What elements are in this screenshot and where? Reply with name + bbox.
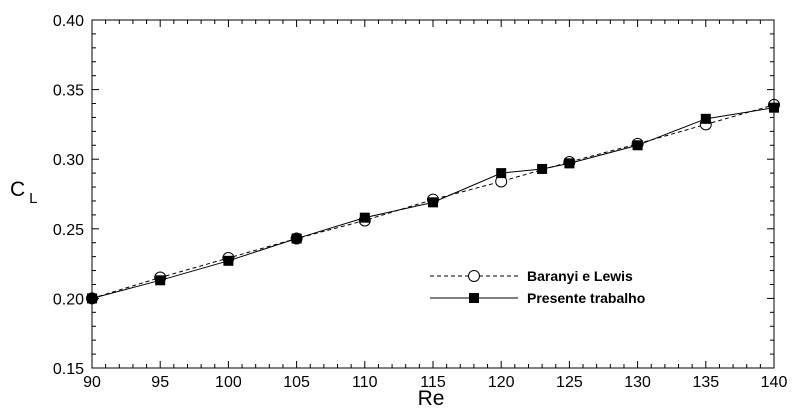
data-point-square [291, 233, 302, 244]
y-tick-label: 0.20 [53, 291, 84, 308]
legend-label-baranyi: Baranyi e Lewis [527, 268, 633, 284]
y-tick-label: 0.40 [53, 13, 84, 30]
series-line-0 [91, 104, 775, 299]
x-axis-title: Re [418, 387, 445, 410]
axis-ticks [91, 19, 775, 369]
data-point-square [359, 212, 370, 223]
y-tick-label: 0.30 [53, 152, 84, 169]
y-axis-title-subscript: L [29, 190, 37, 207]
x-tick-label: 120 [488, 374, 515, 391]
data-point-square [564, 158, 575, 169]
plot-content [86, 98, 780, 305]
series-line-1 [91, 107, 775, 299]
y-tick-label: 0.35 [53, 83, 84, 100]
y-tick-label: 0.25 [53, 222, 84, 239]
x-tick-label: 110 [352, 374, 378, 391]
legend: Baranyi e Lewis Presente trabalho [430, 268, 645, 306]
y-tick-label: 0.15 [53, 361, 84, 378]
x-tick-label: 140 [761, 374, 788, 391]
x-tick-label: 105 [283, 374, 310, 391]
x-tick-label: 95 [151, 374, 169, 391]
x-tick-label: 90 [83, 374, 101, 391]
x-tick-labels: 90 95 100 105 110 115 120 125 130 135 140 [83, 374, 787, 391]
data-point-square [155, 275, 166, 286]
data-point-square [537, 163, 548, 174]
legend-marker-presente [469, 293, 479, 303]
data-point-square [428, 197, 438, 208]
data-point-square [223, 255, 234, 266]
x-tick-label: 135 [692, 374, 719, 391]
data-point-square [496, 168, 507, 179]
legend-marker-baranyi [468, 270, 480, 282]
x-tick-label: 115 [420, 374, 446, 391]
data-point-square [700, 113, 711, 124]
y-tick-labels: 0.15 0.20 0.25 0.30 0.35 0.40 [53, 13, 84, 378]
data-point-square [632, 140, 643, 151]
x-tick-label: 100 [215, 374, 242, 391]
y-axis-title-main: C [10, 178, 25, 201]
legend-label-presente: Presente trabalho [527, 290, 645, 306]
x-tick-label: 125 [556, 374, 583, 391]
x-tick-label: 130 [624, 374, 651, 391]
